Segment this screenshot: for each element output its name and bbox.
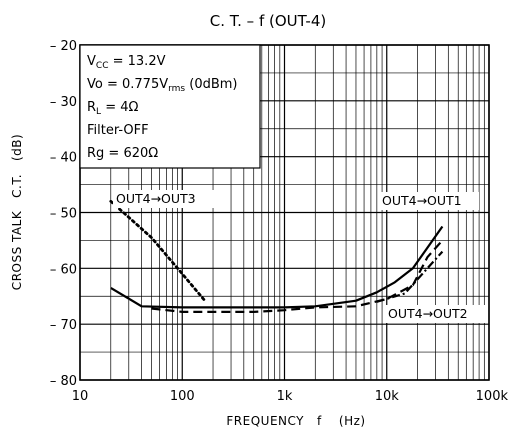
condition-rest: = 13.2V — [108, 54, 165, 69]
condition-sub: rms — [168, 84, 185, 94]
condition-line: Vo = 0.775Vrms (0dBm) — [87, 77, 238, 94]
series-line-3 — [109, 199, 208, 304]
condition-rest: = 4Ω — [101, 100, 138, 115]
condition-main: R — [87, 100, 96, 115]
conditions-box-frame — [79, 44, 261, 169]
x-axis-label: FREQUENCY f (Hz) — [226, 414, 365, 428]
series-layer: OUT4→OUT1 OUT4→OUT2 OUT4→OUT3 — [109, 190, 485, 323]
conditions-box: VCC = 13.2V Vo = 0.775Vrms (0dBm) RL = 4Ω F… — [79, 44, 261, 169]
chart-title: C. T. – f (OUT-4) — [210, 12, 326, 30]
y-tick-label: – 50 — [50, 207, 77, 222]
series-label: OUT4→OUT2 — [388, 306, 468, 321]
y-tick-label: – 80 — [50, 374, 77, 389]
x-tick-label: 10 — [72, 389, 89, 404]
y-tick-labels: – 20 – 30 – 40 – 50 – 60 – 70 – 80 — [50, 39, 77, 389]
condition-sub: L — [96, 107, 101, 117]
x-tick-label: 10k — [375, 389, 400, 404]
condition-line: VCC = 13.2V — [87, 54, 166, 71]
condition-main: Vo = 0.775V — [87, 77, 168, 92]
condition-main: Filter-OFF — [87, 123, 149, 138]
condition-line: Filter-OFF — [87, 123, 149, 138]
y-tick-label: – 60 — [50, 262, 77, 277]
condition-line: Rg = 620Ω — [87, 146, 158, 161]
condition-main: Rg = 620Ω — [87, 146, 158, 161]
series-label: OUT4→OUT1 — [382, 193, 462, 208]
series-label-bg — [379, 192, 479, 210]
series-label-bg — [385, 305, 485, 323]
series-label: OUT4→OUT3 — [116, 191, 196, 206]
condition-main: V — [87, 54, 96, 69]
x-tick-label: 100 — [170, 389, 195, 404]
condition-line: RL = 4Ω — [87, 100, 138, 117]
x-tick-labels: 10 100 1k 10k 100k — [72, 389, 509, 404]
plot-frame — [79, 44, 490, 381]
series-line-1 — [110, 225, 444, 309]
condition-rest: (0dBm) — [185, 77, 237, 92]
y-axis-label: CROSS TALK C.T. (dB) — [10, 134, 24, 290]
y-tick-label: – 30 — [50, 95, 77, 110]
series-label-bg — [113, 190, 229, 208]
y-tick-label: – 20 — [50, 39, 77, 54]
y-tick-label: – 40 — [50, 151, 77, 166]
condition-sub: CC — [96, 61, 109, 71]
x-tick-label: 1k — [277, 389, 293, 404]
x-tick-label: 100k — [476, 389, 509, 404]
y-tick-label: – 70 — [50, 318, 77, 333]
series-line-2 — [151, 239, 444, 313]
